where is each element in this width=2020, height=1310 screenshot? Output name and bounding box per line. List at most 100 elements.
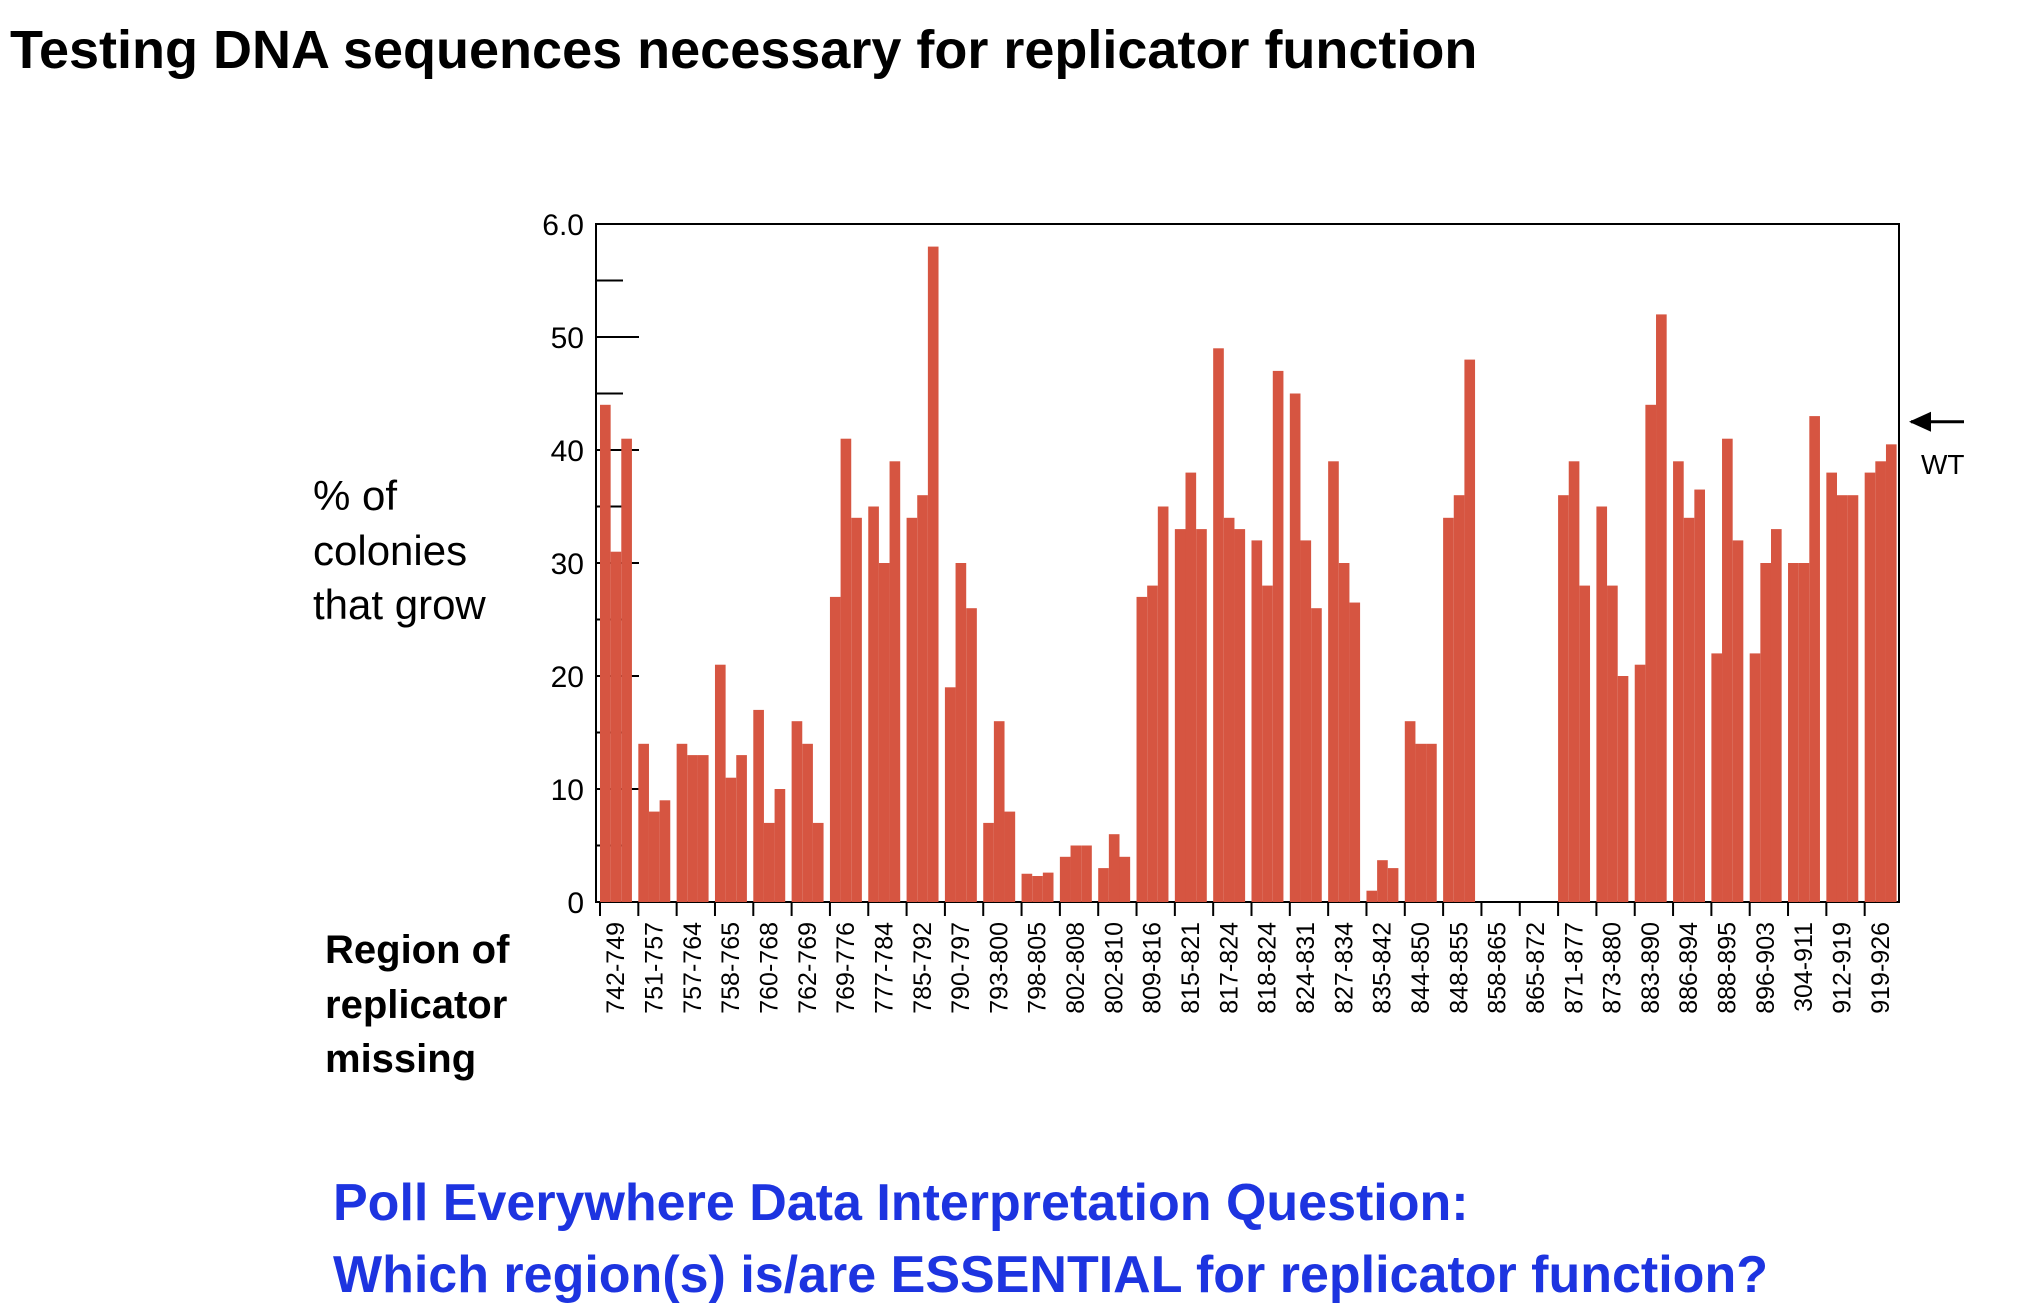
x-tick-label: 751-757 <box>640 922 668 1014</box>
y-tick-label: 40 <box>551 435 584 468</box>
bar <box>1262 585 1273 902</box>
bar <box>868 506 879 902</box>
y-tick-label: 20 <box>551 661 584 694</box>
bar <box>1617 676 1629 902</box>
bar <box>812 822 824 902</box>
bar <box>648 811 660 902</box>
bar <box>1656 314 1667 902</box>
bar <box>763 822 775 902</box>
bar <box>840 438 852 902</box>
bar <box>1732 540 1744 902</box>
bar <box>851 517 862 902</box>
bar <box>687 755 698 902</box>
y-axis-label: colonies <box>313 527 467 574</box>
bar <box>725 777 737 902</box>
bar <box>1042 872 1054 902</box>
bar <box>791 721 803 902</box>
bar <box>1683 517 1695 902</box>
x-tick-label: 835-842 <box>1369 922 1397 1014</box>
y-axis-label: that grow <box>313 581 486 628</box>
bar <box>1673 461 1684 902</box>
bar <box>1108 834 1120 902</box>
bar <box>1157 506 1169 902</box>
question: Poll Everywhere Data Interpretation Ques… <box>333 1174 1469 1232</box>
x-axis-label: missing <box>325 1037 476 1081</box>
bar <box>1234 529 1246 902</box>
bar <box>993 721 1005 902</box>
x-tick-label: 760-768 <box>755 922 783 1014</box>
bar <box>774 789 786 902</box>
bar <box>1251 540 1263 902</box>
bar <box>1770 529 1782 902</box>
bar <box>1004 811 1016 902</box>
bar <box>1634 664 1646 902</box>
bar <box>1289 393 1301 902</box>
y-tick-label: 0 <box>567 887 584 920</box>
bar <box>917 495 928 902</box>
bar <box>1387 868 1399 902</box>
bar <box>1366 890 1378 902</box>
x-tick-label: 769-776 <box>832 922 860 1014</box>
x-tick-label: 919-926 <box>1867 922 1895 1014</box>
bar <box>1300 540 1312 902</box>
bar <box>1272 370 1284 902</box>
x-tick-label: 865-872 <box>1522 922 1550 1014</box>
bar <box>1311 608 1322 902</box>
bar <box>1338 563 1350 902</box>
x-tick-label: 818-824 <box>1254 922 1282 1014</box>
x-tick-label: 871-877 <box>1560 922 1588 1014</box>
reference-label: WT <box>1921 449 1965 480</box>
bar <box>1798 563 1810 902</box>
bar <box>1836 495 1848 902</box>
bar <box>1032 876 1043 902</box>
x-tick-label: 790-797 <box>947 922 975 1014</box>
bar <box>697 755 709 902</box>
bar <box>1059 856 1071 902</box>
bar <box>889 461 901 902</box>
bar <box>659 800 671 902</box>
bar <box>600 404 611 902</box>
x-tick-label: 817-824 <box>1215 922 1243 1014</box>
bar <box>878 563 890 902</box>
bar <box>1185 472 1197 902</box>
bar <box>1760 563 1771 902</box>
bar <box>638 743 649 902</box>
bar <box>714 664 726 902</box>
bar <box>1809 416 1820 902</box>
x-tick-label: 896-903 <box>1752 922 1780 1014</box>
x-tick-label: 785-792 <box>909 922 937 1014</box>
bar <box>1596 506 1608 902</box>
x-tick-label: 762-769 <box>794 922 822 1014</box>
bar <box>1070 845 1082 902</box>
bar <box>1711 653 1723 902</box>
bar <box>1464 359 1476 903</box>
bar <box>1349 602 1361 902</box>
x-tick-label: 824-831 <box>1292 922 1320 1014</box>
bar <box>955 563 967 902</box>
bar <box>1174 529 1186 902</box>
bar <box>1415 743 1427 902</box>
bar <box>1788 563 1799 902</box>
bar <box>676 743 688 902</box>
bar <box>1558 495 1569 902</box>
x-tick-label: 827-834 <box>1330 922 1358 1014</box>
x-tick-label: 777-784 <box>870 922 898 1014</box>
bar <box>736 755 747 902</box>
bar <box>1136 596 1148 902</box>
x-tick-label: 758-765 <box>717 922 745 1014</box>
y-tick-label: 50 <box>551 322 584 355</box>
y-tick-label: 10 <box>551 774 584 807</box>
bar <box>1223 517 1235 902</box>
x-tick-label: 304-911 <box>1790 922 1818 1012</box>
bar <box>1722 438 1733 902</box>
y-tick-label: 30 <box>551 548 584 581</box>
x-tick-label: 809-816 <box>1139 922 1167 1014</box>
x-tick-label: 802-810 <box>1100 922 1128 1014</box>
bar <box>1749 653 1761 902</box>
x-tick-label: 883-890 <box>1637 922 1665 1014</box>
x-tick-label: 802-808 <box>1062 922 1090 1014</box>
bar <box>1377 860 1388 902</box>
bar <box>966 608 977 902</box>
bar <box>927 246 939 903</box>
x-axis-label: Region of <box>325 928 510 972</box>
